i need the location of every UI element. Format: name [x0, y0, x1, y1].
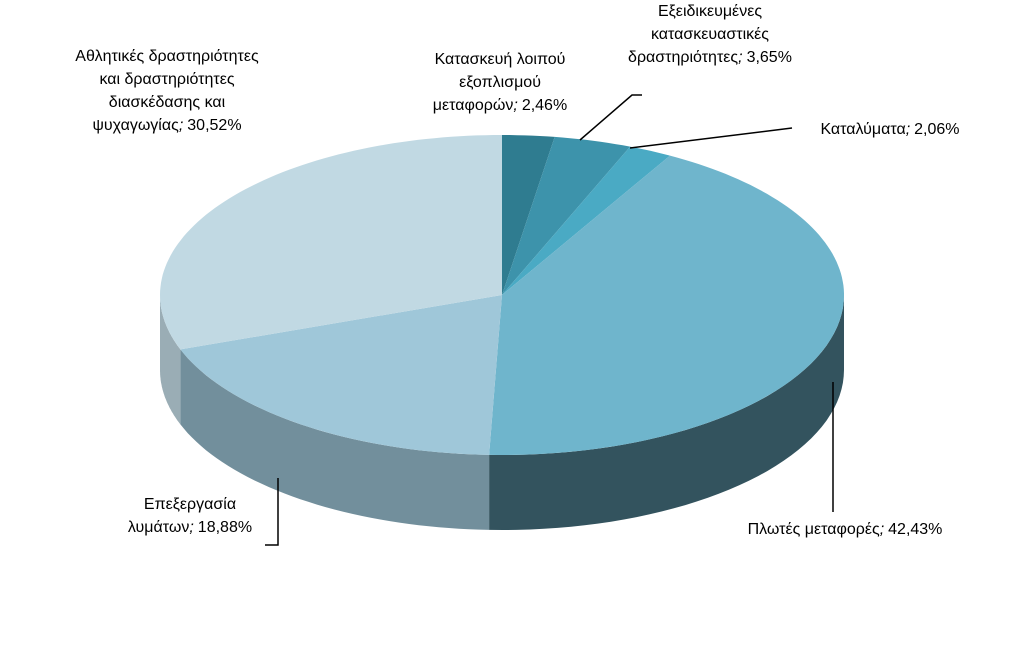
leader-line	[265, 478, 279, 546]
label-separator: ;	[879, 521, 885, 538]
data-label: Καταλύματα; 2,06%	[795, 118, 985, 141]
value-label: 3,65%	[746, 49, 792, 66]
value-label: 42,43%	[888, 521, 943, 538]
slice	[502, 135, 555, 295]
data-label: Πλωτές μεταφορές; 42,43%	[745, 518, 945, 541]
slice	[502, 146, 670, 295]
data-label: Αθλητικές δραστηριότητες και δραστηριότη…	[72, 45, 262, 137]
slice-side	[160, 295, 181, 425]
slice	[160, 135, 502, 350]
label-separator: ;	[189, 519, 194, 536]
label-separator: ;	[905, 121, 911, 138]
value-label: 2,46%	[521, 97, 568, 114]
category-name: Επεξεργασία λυμάτων	[127, 496, 237, 536]
label-separator: ;	[178, 117, 184, 134]
value-label: 2,06%	[914, 121, 960, 138]
slice	[489, 155, 844, 455]
value-label: 18,88%	[197, 519, 253, 536]
label-separator: ;	[738, 49, 743, 66]
data-label: Επεξεργασία λυμάτων; 18,88%	[90, 493, 290, 539]
slice	[180, 295, 502, 455]
leader-line	[629, 127, 793, 149]
label-separator: ;	[513, 97, 518, 114]
slice	[502, 136, 631, 295]
category-name: Αθλητικές δραστηριότητες και δραστηριότη…	[75, 48, 259, 134]
category-name: Κατασκευή λοιπού εξοπλισμού μεταφορών	[432, 51, 566, 114]
slice-side	[489, 295, 844, 530]
value-label: 30,52%	[187, 117, 242, 134]
category-name: Καταλύματα	[820, 121, 906, 138]
category-name: Πλωτές μεταφορές	[747, 521, 880, 538]
slice-side	[180, 349, 490, 530]
leader-line	[579, 94, 642, 141]
category-name: Εξειδικευμένες κατασκευαστικές δραστηριό…	[628, 3, 769, 66]
data-label: Εξειδικευμένες κατασκευαστικές δραστηριό…	[615, 0, 805, 69]
data-label: Κατασκευή λοιπού εξοπλισμού μεταφορών; 2,…	[405, 48, 595, 117]
